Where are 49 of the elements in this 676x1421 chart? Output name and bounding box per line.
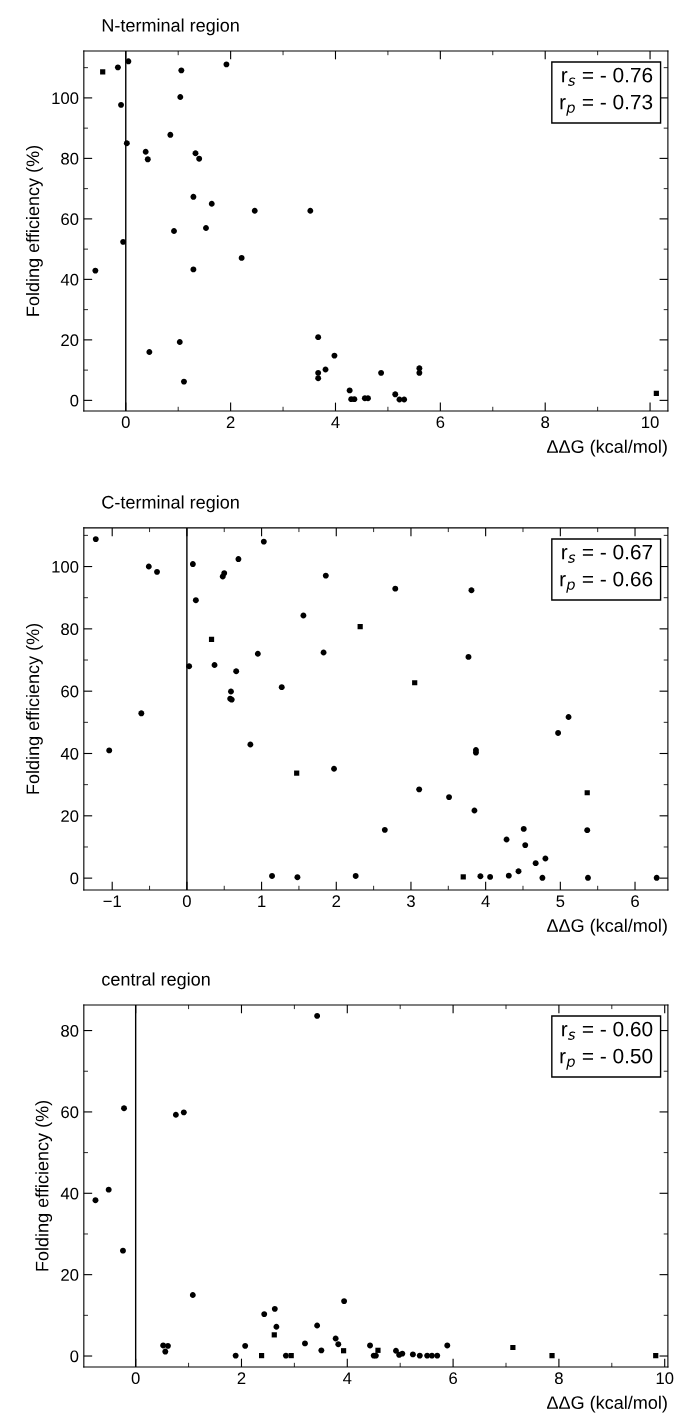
y-tick-label: 20 (61, 1269, 79, 1281)
y-tick-label: 0 (70, 872, 79, 885)
x-axis-title: ΔΔG (kcal/mol) (547, 918, 667, 936)
x-tick-label: −1 (103, 895, 121, 907)
y-axis-title: Folding efficiency (%) (25, 623, 43, 794)
y-tick-label: 80 (61, 1024, 79, 1037)
x-tick-label: 4 (343, 1372, 352, 1384)
y-tick-label: 60 (61, 1106, 79, 1119)
y-tick-label: 20 (61, 334, 79, 347)
y-axis-title: Folding efficiency (%) (35, 1100, 53, 1271)
y-tick-label: 100 (52, 92, 79, 105)
chart-title: C-terminal region (102, 495, 239, 513)
x-tick-label: 10 (642, 416, 659, 429)
annotation: r$_{s}$ = - 0.76 r$_{p}$ = - 0.73 (560, 67, 653, 116)
y-tick-label: 100 (52, 560, 79, 573)
x-tick-label: 5 (556, 895, 565, 908)
y-tick-label: 20 (61, 810, 79, 823)
y-tick-label: 0 (70, 1350, 79, 1363)
y-tick-label: 40 (60, 273, 79, 286)
x-tick-label: 4 (331, 416, 340, 428)
x-tick-label: 10 (656, 1372, 674, 1385)
annotation: r$_{s}$ = - 0.60 r$_{p}$ = - 0.50 (560, 1021, 653, 1070)
x-tick-label: 0 (182, 895, 191, 908)
x-tick-label: 6 (436, 416, 445, 429)
x-axis-title: ΔΔG (kcal/mol) (547, 439, 667, 457)
chart-title: central region (102, 972, 210, 990)
y-tick-label: 0 (70, 394, 79, 407)
chart-title: N-terminal region (102, 18, 239, 36)
x-tick-label: 8 (541, 416, 550, 429)
x-tick-label: 8 (554, 1372, 563, 1385)
y-axis-title: Folding efficiency (%) (25, 145, 43, 316)
y-tick-label: 40 (60, 1187, 79, 1200)
x-tick-label: 6 (631, 895, 639, 908)
y-tick-label: 80 (61, 152, 79, 165)
y-tick-label: 80 (61, 623, 79, 636)
y-tick-label: 40 (60, 747, 79, 760)
annotation: r$_{s}$ = - 0.67 r$_{p}$ = - 0.66 (560, 544, 653, 593)
x-axis-title: ΔΔG (kcal/mol) (547, 1395, 667, 1413)
x-tick-label: 1 (258, 895, 266, 907)
y-tick-label: 60 (61, 685, 79, 698)
x-tick-label: 2 (332, 895, 341, 907)
y-tick-label: 60 (61, 213, 79, 226)
x-tick-label: 0 (121, 416, 130, 429)
x-tick-label: 4 (481, 895, 490, 907)
x-tick-label: 6 (449, 1372, 457, 1385)
x-tick-label: 3 (406, 895, 415, 908)
x-tick-label: 2 (226, 416, 235, 428)
x-tick-label: 2 (237, 1372, 246, 1384)
x-tick-label: 0 (131, 1372, 140, 1385)
